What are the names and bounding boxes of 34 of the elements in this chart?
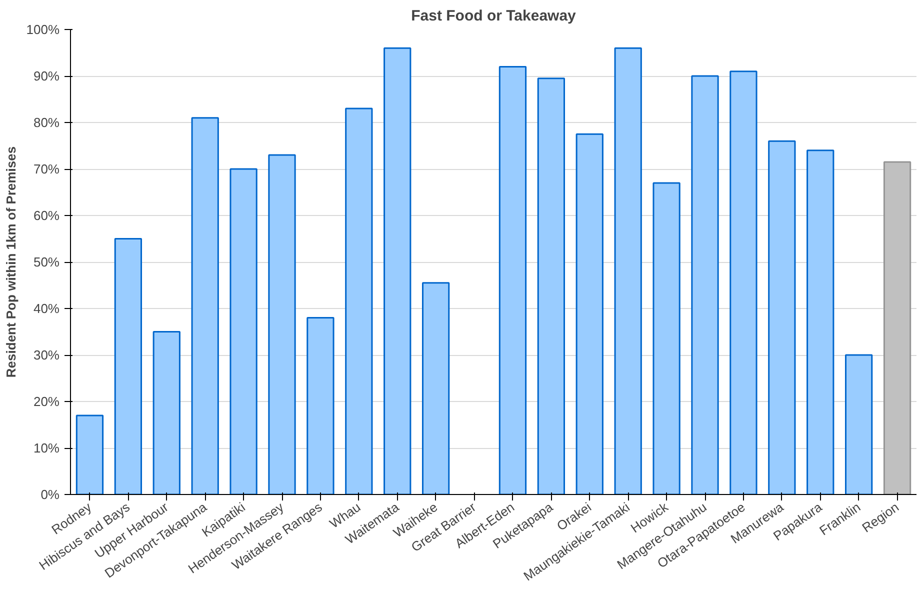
y-tick-label: 20%	[33, 394, 60, 409]
y-tick-label: 90%	[33, 68, 60, 84]
bar	[691, 75, 719, 494]
bar	[768, 140, 796, 494]
bar	[384, 47, 412, 494]
y-tick-label: 100%	[26, 22, 60, 37]
y-tick-label: 40%	[33, 301, 60, 316]
bar	[422, 282, 450, 494]
y-tick-label: 60%	[33, 208, 60, 223]
y-tick-label: 10%	[33, 440, 60, 456]
bar	[498, 66, 527, 494]
bar	[806, 150, 834, 494]
y-tick-label: 70%	[33, 162, 60, 176]
bar	[268, 154, 296, 494]
bar	[152, 331, 180, 494]
chart-title: Fast Food or Takeaway	[411, 8, 577, 24]
bar	[76, 414, 104, 494]
y-tick-label: 0%	[40, 487, 60, 502]
bar	[537, 78, 566, 494]
bar	[114, 238, 142, 494]
bar	[883, 161, 912, 494]
y-tick-label: 30%	[33, 348, 60, 362]
bar	[730, 70, 758, 494]
y-tick-label: 50%	[33, 254, 60, 270]
y-axis-title: Resident Pop within 1km of Premises	[3, 146, 18, 378]
bar	[652, 182, 680, 494]
bar	[844, 354, 873, 494]
bar	[345, 108, 373, 494]
y-tick-label: 80%	[33, 115, 60, 130]
bar	[191, 117, 219, 494]
bar	[614, 47, 642, 494]
bar	[306, 317, 334, 494]
bar	[230, 168, 258, 494]
bar	[576, 133, 604, 494]
